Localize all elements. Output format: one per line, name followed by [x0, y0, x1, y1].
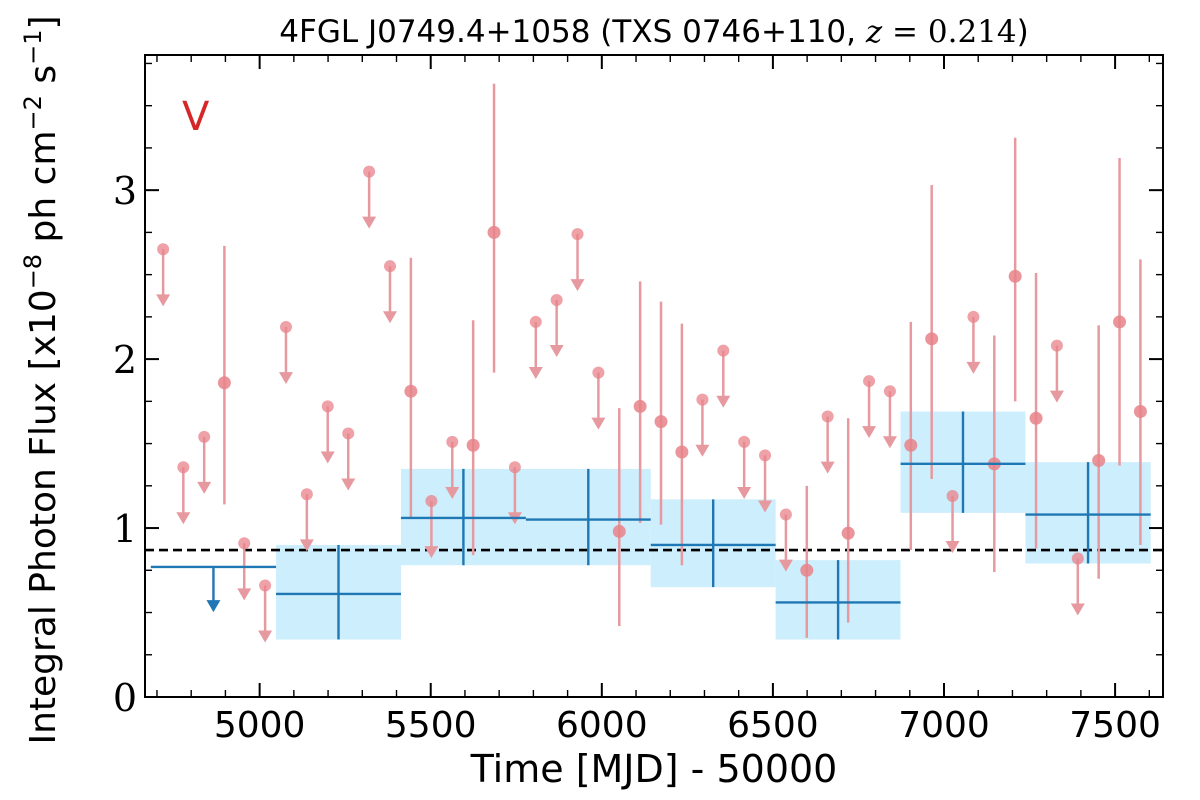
monthly-upper-limit-11 [424, 495, 439, 559]
monthly-upper-limit-0 [156, 243, 171, 307]
monthly-detection-11 [925, 185, 939, 480]
y-tick-label: 2 [113, 338, 137, 382]
yearly-detection-2 [525, 468, 651, 566]
monthly-detection-15 [1092, 325, 1106, 579]
yearly-detection-1 [400, 468, 526, 566]
y-tick-label: 1 [113, 507, 137, 551]
monthly-upper-limit-27 [966, 310, 981, 374]
plot-frame [144, 54, 1164, 698]
monthly-upper-limit-21 [758, 449, 773, 513]
monthly-upper-limit-26 [945, 489, 960, 554]
monthly-upper-limit-5 [278, 321, 293, 385]
monthly-upper-limit-16 [570, 228, 585, 292]
monthly-detection-17 [1133, 259, 1147, 545]
yearly-detection-5 [900, 411, 1026, 513]
yearly-points [150, 411, 1151, 640]
monthly-upper-limit-2 [197, 430, 212, 494]
x-tick-label: 7000 [898, 705, 990, 746]
monthly-detection-10 [904, 321, 918, 551]
x-tick-label: 7500 [1069, 705, 1161, 746]
x-tick-label: 6500 [727, 705, 819, 746]
monthly-detection-13 [1008, 137, 1022, 402]
yearly-detection-0 [276, 544, 401, 640]
monthly-upper-limit-10 [383, 260, 398, 324]
monthly-upper-limit-14 [528, 315, 543, 379]
monthly-detection-14 [1029, 272, 1043, 549]
yearly-detection-4 [775, 560, 901, 640]
monthly-detection-5 [633, 281, 647, 523]
yearly-detection-6 [1025, 462, 1151, 564]
y-tick-label: 3 [113, 169, 137, 213]
monthly-detection-2 [466, 320, 480, 556]
x-tick-label: 6000 [556, 705, 648, 746]
x-tick-label: 5500 [385, 705, 477, 746]
monthly-upper-limit-9 [362, 165, 377, 229]
panel-label: V [182, 94, 210, 140]
yearly-upper-limit-0 [150, 565, 277, 613]
axis-labels: Time [MJD] - 50000 Integral Photon Flux [… [19, 15, 837, 791]
monthly-upper-limit-24 [862, 375, 877, 439]
monthly-upper-limit-25 [882, 385, 897, 449]
monthly-upper-limit-7 [320, 400, 335, 464]
monthly-detection-0 [217, 245, 231, 505]
monthly-points [156, 83, 1147, 643]
monthly-upper-limit-23 [820, 410, 835, 474]
monthly-upper-limit-13 [507, 461, 522, 525]
chart-title: 4FGL J0749.4+1058 (TXS 0746+110, z = 0.2… [279, 14, 1028, 50]
y-axis-label: Integral Photon Flux [x10−8 ph cm−2 s−1] [19, 15, 64, 744]
monthly-upper-limit-28 [1049, 339, 1064, 403]
monthly-detection-16 [1113, 158, 1127, 466]
monthly-detection-4 [612, 408, 626, 627]
monthly-detection-6 [654, 301, 668, 525]
monthly-upper-limit-1 [176, 461, 191, 525]
x-axis-label: Time [MJD] - 50000 [470, 747, 838, 791]
monthly-upper-limit-15 [549, 293, 564, 358]
monthly-upper-limit-17 [591, 366, 606, 430]
monthly-upper-limit-18 [695, 393, 710, 457]
monthly-upper-limit-20 [737, 435, 752, 499]
x-tick-label: 5000 [214, 705, 306, 746]
monthly-upper-limit-3 [237, 537, 252, 601]
y-tick-label: 0 [113, 676, 137, 720]
monthly-upper-limit-6 [299, 488, 314, 552]
plot-axes: 5000 5500 6000 6500 7000 7500 0 1 2 3 V [113, 54, 1164, 746]
monthly-detection-3 [487, 83, 501, 373]
monthly-upper-limit-8 [341, 427, 356, 491]
monthly-detection-8 [800, 485, 814, 638]
monthly-upper-limit-4 [258, 579, 273, 643]
monthly-detection-1 [404, 257, 418, 518]
yearly-detection-3 [650, 499, 776, 588]
monthly-upper-limit-22 [778, 508, 793, 572]
monthly-detection-7 [675, 323, 689, 566]
title-text: 4FGL J0749.4+1058 (TXS 0746+110, z = 0.2… [279, 14, 1028, 50]
monthly-upper-limit-19 [716, 344, 731, 408]
monthly-upper-limit-12 [445, 435, 460, 499]
monthly-detection-9 [841, 418, 855, 623]
monthly-upper-limit-29 [1070, 552, 1085, 616]
